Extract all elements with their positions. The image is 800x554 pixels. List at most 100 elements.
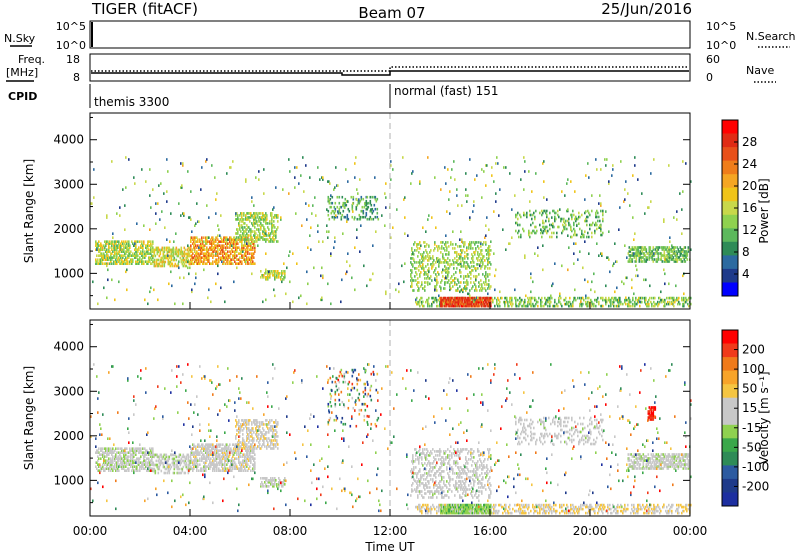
data-cell	[222, 443, 224, 446]
data-cell	[595, 298, 597, 302]
data-cell	[416, 283, 418, 286]
data-cell	[647, 206, 649, 209]
data-cell	[307, 282, 309, 286]
data-cell	[682, 302, 684, 306]
data-cell	[134, 252, 136, 255]
data-cell	[248, 234, 250, 237]
data-cell	[129, 451, 131, 454]
data-cell	[203, 449, 205, 452]
data-cell	[107, 451, 109, 454]
data-cell	[225, 453, 227, 456]
data-cell	[551, 223, 553, 227]
data-cell	[422, 300, 424, 304]
data-cell	[473, 302, 475, 306]
data-cell	[563, 298, 565, 302]
data-cell	[365, 199, 368, 203]
data-cell	[277, 240, 279, 243]
data-cell	[235, 467, 237, 470]
data-cell	[475, 287, 477, 290]
data-cell	[427, 156, 429, 159]
data-cell	[589, 223, 591, 227]
data-cell	[439, 304, 441, 308]
data-cell	[197, 443, 199, 446]
data-cell	[141, 461, 143, 464]
data-cell	[532, 229, 534, 233]
data-cell	[478, 281, 480, 284]
data-cell	[415, 279, 417, 282]
data-cell	[160, 455, 163, 459]
data-cell	[246, 449, 248, 452]
data-cell	[358, 201, 361, 205]
data-cell	[136, 447, 138, 450]
data-cell	[106, 256, 108, 259]
data-cell	[507, 300, 509, 304]
data-cell	[462, 290, 464, 294]
data-cell	[449, 285, 451, 288]
data-cell	[230, 449, 232, 452]
data-cell	[196, 451, 198, 454]
data-cell	[244, 457, 246, 460]
data-cell	[641, 246, 644, 249]
data-cell	[202, 246, 204, 249]
data-cell	[670, 256, 673, 259]
data-cell	[322, 178, 324, 181]
data-cell	[205, 469, 207, 472]
data-cell	[200, 258, 202, 261]
data-cell	[423, 259, 425, 262]
data-cell	[241, 214, 243, 217]
data-cell	[98, 244, 100, 247]
data-cell	[416, 261, 418, 264]
data-cell	[265, 270, 267, 273]
data-cell	[684, 300, 686, 304]
data-cell	[366, 205, 369, 209]
data-cell	[479, 298, 481, 302]
data-cell	[463, 277, 465, 280]
data-cell	[270, 238, 272, 241]
data-cell	[224, 445, 226, 448]
data-cell	[678, 296, 680, 300]
data-cell	[147, 242, 149, 245]
data-cell	[542, 231, 544, 235]
data-cell	[114, 467, 116, 470]
data-cell	[485, 289, 487, 292]
data-cell	[419, 263, 421, 266]
data-cell	[481, 302, 483, 306]
data-cell	[548, 300, 550, 304]
data-cell	[196, 236, 198, 239]
data-cell	[476, 174, 478, 177]
data-cell	[208, 260, 210, 263]
data-cell	[503, 166, 505, 169]
data-cell	[209, 445, 211, 448]
data-cell	[252, 216, 254, 219]
data-cell	[535, 209, 537, 213]
data-cell	[526, 211, 528, 215]
data-cell	[113, 248, 115, 251]
data-cell	[161, 246, 164, 250]
data-cell	[653, 258, 656, 261]
data-cell	[232, 160, 234, 163]
data-cell	[191, 459, 193, 462]
data-cell	[180, 467, 183, 471]
data-cell	[541, 296, 543, 300]
data-cell	[211, 240, 213, 243]
data-cell	[239, 262, 241, 265]
data-cell	[128, 240, 130, 243]
data-cell	[577, 296, 579, 300]
data-cell	[688, 296, 690, 300]
data-cell	[516, 213, 518, 217]
data-cell	[121, 244, 123, 247]
data-cell	[615, 296, 617, 300]
data-cell	[671, 254, 674, 257]
data-cell	[414, 241, 416, 244]
data-cell	[198, 252, 200, 255]
data-cell	[370, 208, 372, 211]
data-cell	[135, 256, 137, 259]
data-cell	[144, 453, 146, 456]
data-cell	[266, 214, 268, 217]
data-cell	[417, 285, 419, 288]
data-cell	[189, 455, 192, 459]
data-cell	[166, 256, 169, 260]
data-cell	[440, 188, 442, 191]
data-cell	[197, 256, 199, 259]
data-cell	[499, 300, 501, 304]
